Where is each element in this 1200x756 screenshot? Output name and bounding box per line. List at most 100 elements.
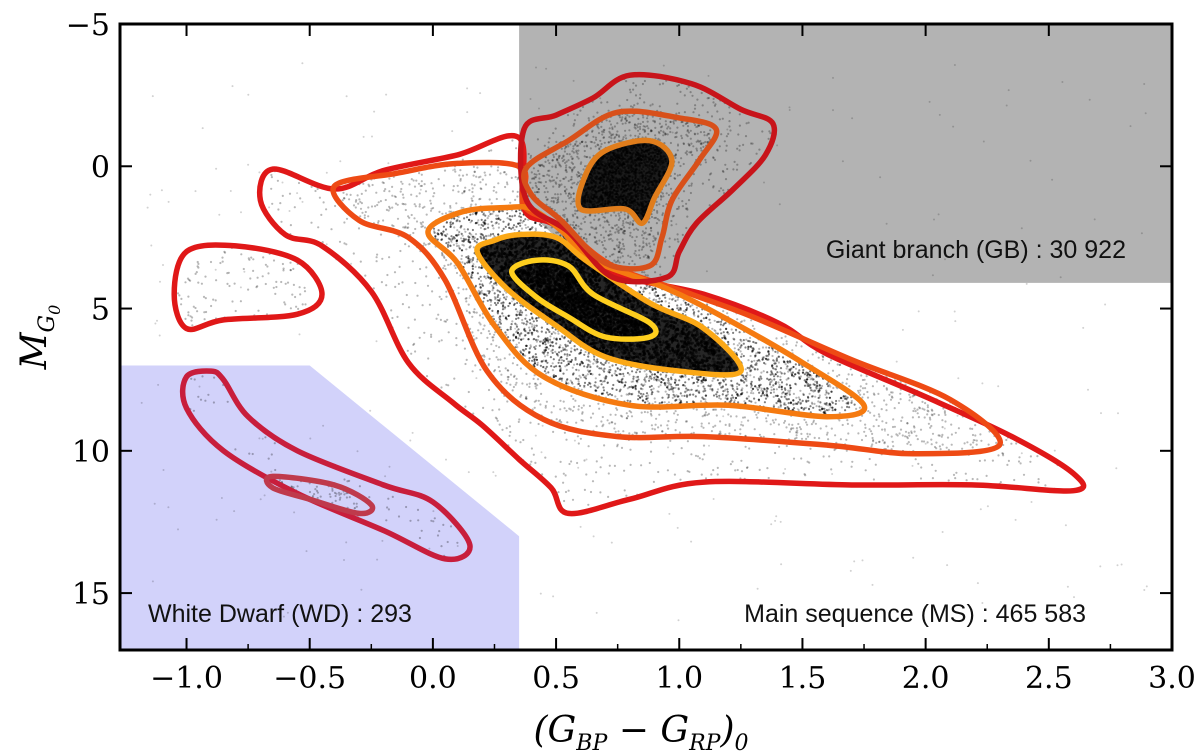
star-point [941, 419, 944, 422]
star-point [620, 365, 623, 368]
star-point [470, 233, 473, 236]
star-point [657, 385, 660, 388]
star-point [580, 419, 583, 422]
star-point [507, 222, 510, 225]
star-point [472, 174, 475, 177]
star-point [672, 452, 675, 455]
star-point [503, 296, 506, 299]
star-point [598, 407, 601, 410]
star-point [514, 322, 517, 325]
star-point [453, 226, 456, 229]
star-point [527, 332, 530, 335]
star-point [589, 372, 592, 375]
star-point [495, 214, 498, 217]
star-point [468, 232, 471, 235]
star-point [906, 422, 909, 425]
star-point [511, 215, 514, 218]
star-point [570, 381, 574, 384]
star-point [777, 361, 781, 364]
star-point [537, 335, 540, 338]
star-point [742, 354, 745, 358]
star-point [519, 309, 522, 312]
star-point [761, 358, 764, 361]
star-point [368, 185, 371, 188]
star-point [276, 179, 279, 182]
star-point [524, 347, 528, 351]
star-point [382, 219, 385, 222]
star-point [525, 372, 528, 375]
star-point [798, 369, 801, 372]
star-point [885, 388, 889, 391]
star-point [550, 411, 553, 414]
star-point [420, 184, 423, 187]
star-point [846, 419, 849, 422]
star-point [892, 445, 895, 448]
star-point [772, 405, 776, 408]
star-point [434, 234, 437, 238]
star-point [449, 262, 453, 265]
star-point [457, 190, 460, 193]
star-point [345, 217, 349, 220]
star-point [613, 464, 617, 467]
star-point [740, 459, 743, 462]
star-point [576, 363, 579, 366]
star-point [502, 293, 505, 296]
star-point [777, 355, 780, 358]
star-point [531, 359, 534, 362]
star-point [658, 402, 661, 405]
star-point [686, 388, 690, 391]
star-point [474, 233, 478, 236]
star-point [762, 356, 765, 359]
star-point [716, 466, 719, 469]
star-point [478, 321, 481, 324]
star-point [796, 429, 799, 432]
star-point [601, 380, 604, 383]
star-point [560, 421, 563, 424]
star-point [401, 202, 404, 205]
star-point [758, 391, 761, 394]
star-point [270, 176, 273, 179]
star-point [784, 388, 787, 391]
star-point [454, 170, 457, 173]
star-point [750, 380, 753, 383]
star-point [692, 308, 695, 311]
star-point [787, 377, 790, 380]
star-point [487, 364, 490, 367]
star-point [508, 434, 511, 437]
star-point [859, 393, 862, 396]
star-point [534, 317, 538, 320]
star-point [521, 321, 524, 324]
star-point [714, 332, 718, 335]
star-point [850, 399, 853, 403]
star-point [746, 391, 749, 394]
star-point [580, 349, 583, 352]
star-point [642, 290, 645, 293]
star-point [719, 430, 722, 433]
star-point [724, 337, 727, 340]
star-point [518, 418, 521, 421]
star-point [545, 400, 549, 403]
star-point [685, 387, 688, 390]
star-point [483, 355, 486, 358]
star-point [470, 275, 473, 279]
star-point [598, 373, 601, 376]
star-point [769, 378, 772, 381]
star-point [496, 419, 499, 422]
star-point [457, 286, 460, 289]
star-point [866, 390, 869, 394]
star-point [480, 218, 483, 221]
star-point [544, 331, 548, 334]
star-point [869, 430, 873, 433]
star-point [723, 408, 726, 411]
star-point [441, 253, 444, 256]
star-point [507, 378, 510, 381]
star-point [812, 406, 815, 409]
star-point [542, 365, 545, 369]
star-point [514, 439, 517, 442]
star-point [481, 178, 484, 181]
star-point [746, 466, 749, 469]
star-point [520, 332, 523, 335]
star-point [719, 397, 722, 401]
star-point [739, 432, 742, 435]
star-point [569, 341, 572, 344]
